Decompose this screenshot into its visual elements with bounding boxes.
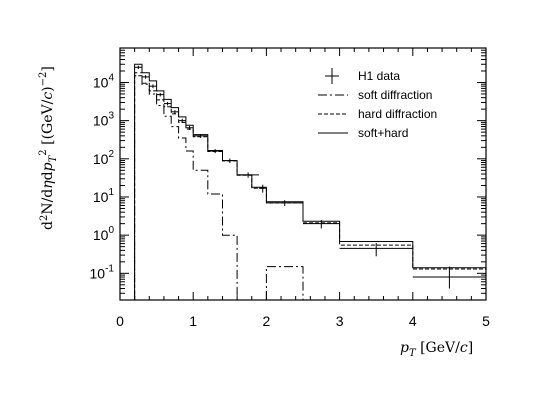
y-tick-label: 100 — [93, 225, 115, 243]
legend-label-soft-hard: soft+hard — [358, 126, 408, 140]
x-tick-label: 3 — [336, 313, 344, 329]
series-layer — [134, 63, 486, 301]
y-tick-label: 101 — [93, 187, 115, 205]
x-axis-title: pT [GeV/c] — [400, 340, 473, 359]
axis-ticks: 0 1 2 3 4 5 104 103 102 101 100 10-1 — [90, 47, 490, 329]
y-tick-label: 10-1 — [90, 263, 115, 281]
x-tick-label: 0 — [116, 313, 124, 329]
plot-frame — [119, 47, 487, 301]
x-tick-label: 2 — [263, 313, 271, 329]
series-h1-data — [134, 65, 486, 289]
series-hard-diffraction — [134, 75, 486, 300]
x-tick-label: 1 — [189, 313, 197, 329]
series-soft-diffraction — [134, 72, 311, 301]
y-tick-label: 104 — [93, 72, 115, 90]
x-tick-label: 4 — [409, 313, 417, 329]
legend-label-hard-diffraction: hard diffraction — [358, 107, 437, 121]
x-tick-label: 5 — [482, 313, 490, 329]
legend: H1 data soft diffraction hard diffraction s… — [318, 68, 437, 140]
y-tick-label: 103 — [93, 111, 115, 129]
y-tick-label: 102 — [93, 149, 115, 167]
legend-label-soft-diffraction: soft diffraction — [358, 88, 432, 102]
legend-label-h1-data: H1 data — [358, 69, 400, 83]
series-soft-hard — [134, 63, 486, 300]
y-axis-title: d2N/dηdpT2 [(GeV/c)−2] — [38, 66, 59, 230]
